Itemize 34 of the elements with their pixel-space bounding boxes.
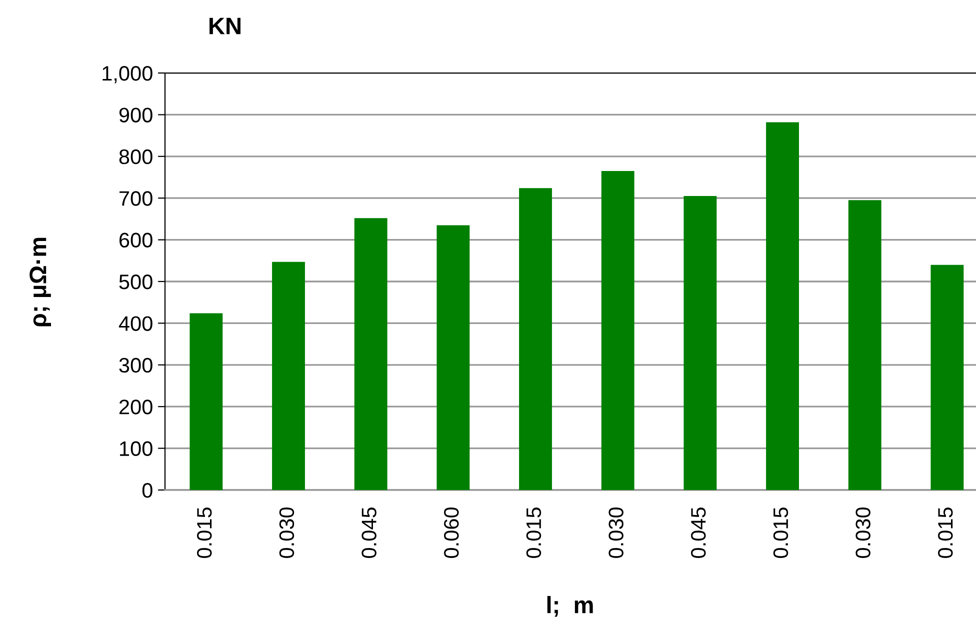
y-tick-label: 1,000 <box>102 66 152 84</box>
x-tick-label: 0.015 <box>938 508 953 558</box>
x-tick-label: 0.045 <box>362 508 376 558</box>
y-tick-label: 700 <box>120 191 152 206</box>
chart-title: KN <box>210 18 240 34</box>
y-tick-label: 0 <box>142 483 152 498</box>
y-tick-label: 800 <box>119 149 152 164</box>
bar <box>848 200 882 490</box>
bar <box>519 188 552 490</box>
y-tick-label: 900 <box>119 108 152 122</box>
y-tick-label: 200 <box>119 400 152 414</box>
bar <box>766 122 799 490</box>
bar <box>930 264 964 490</box>
x-tick-label: 0.045 <box>691 508 706 558</box>
x-tick-label: 0.060 <box>444 507 459 558</box>
bar <box>272 262 305 490</box>
y-tick-label: 100 <box>120 441 152 456</box>
x-tick-label: 0.030 <box>279 507 294 558</box>
y-tick-label: 400 <box>118 316 152 331</box>
bar <box>601 170 634 490</box>
y-axis-title: ρ; μΩ·m <box>30 238 52 326</box>
y-tick-label: 500 <box>119 274 152 290</box>
x-tick-label: 0.015 <box>197 508 212 558</box>
x-axis-title: l; m <box>547 596 593 617</box>
y-tick-label: 300 <box>119 358 152 373</box>
x-tick-label: 0.030 <box>608 507 624 558</box>
bar <box>190 313 223 490</box>
y-tick-label: 600 <box>119 232 152 248</box>
bar <box>354 218 388 490</box>
x-tick-label: 0.030 <box>856 507 870 558</box>
x-tick-label: 0.015 <box>526 508 542 558</box>
x-tick-label: 0.015 <box>773 508 788 558</box>
bar <box>436 225 470 490</box>
bar <box>684 196 717 490</box>
